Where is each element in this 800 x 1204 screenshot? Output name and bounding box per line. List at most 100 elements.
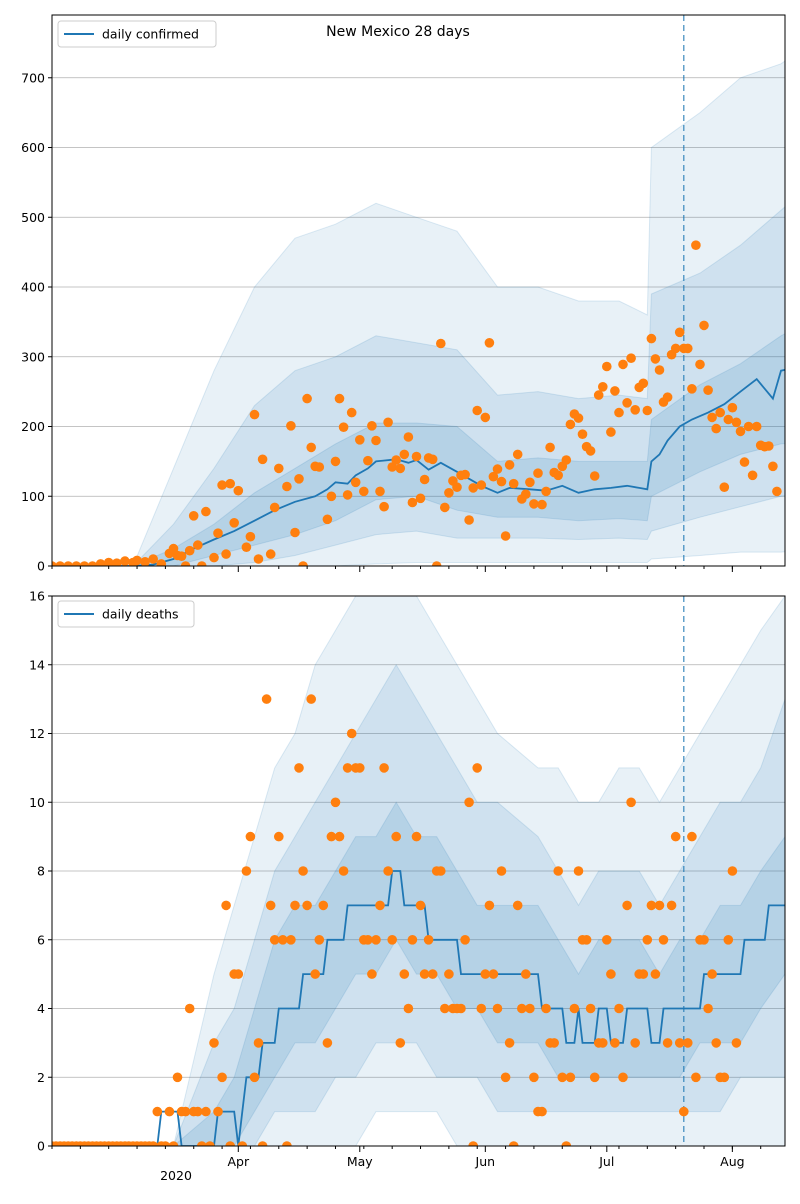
confirmed-data-point — [314, 462, 325, 472]
confirmed-data-point — [265, 549, 276, 559]
deaths-data-point — [460, 935, 470, 945]
confirmed-data-point — [257, 454, 268, 465]
deaths-data-point — [423, 935, 434, 945]
deaths-y-tick-label: 4 — [37, 1001, 45, 1016]
deaths-data-point — [549, 1038, 559, 1048]
deaths-data-point — [553, 866, 563, 876]
confirmed-data-point — [411, 451, 422, 462]
deaths-data-point — [618, 1072, 628, 1083]
deaths-data-point — [436, 866, 446, 876]
confirmed-data-point — [71, 561, 82, 566]
deaths-data-point — [371, 935, 381, 945]
confirmed-data-point — [213, 528, 223, 538]
deaths-data-point — [517, 1003, 527, 1014]
deaths-legend: daily deaths — [57, 600, 195, 628]
confirmed-observed-points — [52, 240, 782, 566]
confirmed-data-point — [63, 561, 73, 566]
deaths-data-point — [237, 1141, 248, 1146]
confirmed-data-point — [747, 470, 758, 481]
confirmed-data-point — [184, 545, 195, 556]
deaths-data-point — [180, 1106, 191, 1117]
deaths-data-point — [391, 831, 402, 842]
confirmed-data-point — [492, 464, 503, 474]
deaths-data-point — [314, 935, 325, 945]
deaths-panel: 0 2 4 6 8 10 12 14 16 Apr May Jun Jul Aug 2020 daily… — [29, 589, 786, 1183]
confirmed-data-point — [197, 561, 207, 566]
deaths-data-point — [508, 1141, 519, 1146]
deaths-data-point — [614, 1003, 624, 1014]
confirmed-y-ticks: 0 100 200 300 400 500 600 700 — [21, 70, 52, 574]
deaths-data-point — [298, 866, 308, 876]
deaths-data-point — [269, 935, 280, 945]
deaths-data-point — [476, 1003, 487, 1014]
confirmed-data-point — [193, 540, 203, 550]
deaths-data-point — [666, 900, 677, 911]
confirmed-data-point — [711, 423, 721, 434]
deaths-data-point — [602, 935, 612, 945]
deaths-data-point — [306, 694, 317, 704]
confirmed-data-point — [593, 390, 604, 400]
deaths-data-point — [282, 1141, 292, 1146]
confirmed-data-point — [703, 385, 713, 396]
deaths-data-point — [387, 935, 398, 945]
confirmed-data-point — [201, 506, 211, 517]
confirmed-data-point — [330, 456, 341, 467]
confirmed-data-point — [496, 476, 507, 487]
x-year-label: 2020 — [160, 1168, 192, 1183]
confirmed-data-point — [508, 478, 519, 489]
confirmed-legend: daily confirmed — [57, 20, 217, 48]
deaths-data-point — [650, 969, 661, 979]
deaths-y-ticks: 0 2 4 6 8 10 12 14 16 — [29, 589, 52, 1154]
deaths-y-tick-label: 0 — [37, 1139, 45, 1154]
deaths-y-tick-label: 2 — [37, 1070, 45, 1085]
deaths-data-point — [367, 969, 377, 979]
confirmed-data-point — [715, 407, 725, 418]
deaths-data-point — [205, 1141, 215, 1146]
x-tick-label: May — [347, 1154, 373, 1169]
confirmed-data-point — [719, 482, 730, 493]
deaths-data-point — [363, 935, 373, 945]
confirmed-data-point — [614, 407, 624, 418]
deaths-data-point — [573, 866, 584, 876]
deaths-data-point — [456, 1003, 466, 1014]
deaths-data-point — [646, 900, 657, 911]
deaths-data-point — [261, 694, 272, 704]
confirmed-data-point — [95, 559, 106, 566]
confirmed-data-point — [225, 478, 235, 489]
confirmed-data-point — [630, 405, 640, 415]
deaths-data-point — [525, 1003, 535, 1014]
deaths-data-point — [342, 763, 353, 773]
deaths-data-point — [346, 728, 357, 739]
confirmed-data-point — [294, 474, 304, 484]
confirmed-data-point — [209, 552, 219, 563]
deaths-data-point — [630, 1038, 640, 1048]
deaths-data-point — [468, 1141, 478, 1146]
deaths-data-point — [253, 1038, 264, 1048]
confirmed-legend-box — [57, 20, 217, 48]
deaths-data-point — [719, 1072, 730, 1083]
confirmed-data-point — [221, 549, 231, 559]
confirmed-data-point — [464, 515, 474, 525]
confirmed-data-point — [674, 327, 685, 338]
confirmed-data-point — [395, 463, 406, 474]
confirmed-y-tick-label: 500 — [21, 210, 45, 225]
confirmed-data-point — [346, 407, 357, 418]
deaths-data-point — [626, 797, 636, 808]
confirmed-data-point — [253, 554, 264, 564]
confirmed-data-point — [768, 461, 778, 472]
confirmed-data-point — [561, 455, 572, 465]
x-tick-label: Aug — [720, 1154, 744, 1169]
deaths-data-point — [565, 1072, 576, 1083]
confirmed-data-point — [626, 353, 636, 364]
confirmed-data-point — [670, 343, 681, 354]
deaths-data-point — [512, 900, 523, 911]
confirmed-data-point — [379, 501, 389, 512]
confirmed-data-point — [350, 477, 361, 488]
confirmed-data-point — [707, 412, 717, 423]
deaths-data-point — [727, 866, 738, 876]
deaths-data-point — [193, 1106, 203, 1117]
deaths-data-point — [168, 1141, 179, 1146]
deaths-data-point — [427, 969, 438, 979]
deaths-data-point — [541, 1003, 551, 1014]
deaths-data-point — [233, 969, 244, 979]
